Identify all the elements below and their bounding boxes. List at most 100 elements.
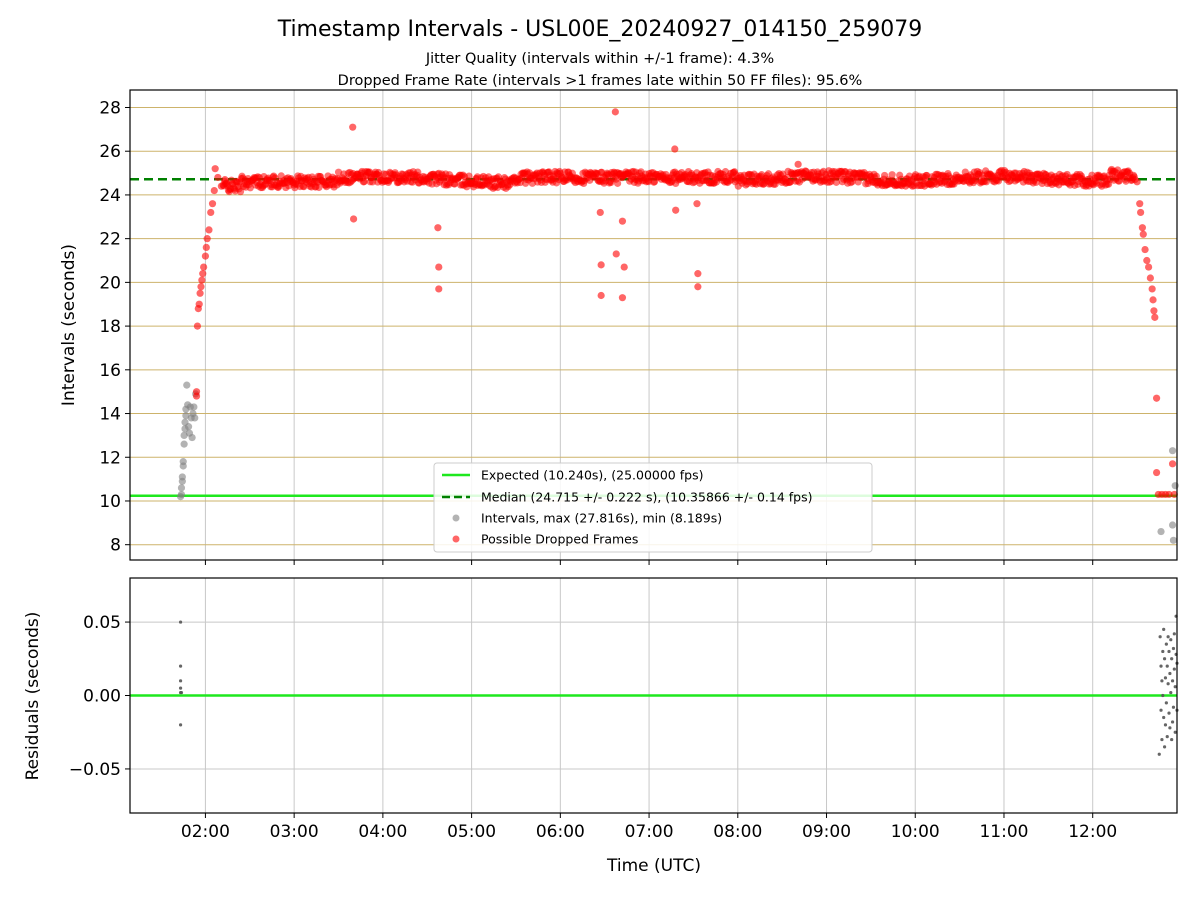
series-0-point-41 <box>1173 730 1177 734</box>
series-0-point-42 <box>1173 685 1177 689</box>
chart-subtitle-jitter: Jitter Quality (intervals within +/-1 fr… <box>425 51 774 67</box>
series-1-point-51 <box>1150 307 1158 315</box>
series-0-point-26 <box>1168 447 1177 455</box>
series-1-point-49 <box>1148 285 1156 293</box>
series-0-point-5 <box>178 723 183 727</box>
legend-swatch-dropped <box>452 535 460 543</box>
series-1-point-8 <box>199 270 207 278</box>
series-1-point-38 <box>694 283 702 291</box>
series-1-point-18 <box>214 173 222 182</box>
dense-interval-point-23 <box>236 188 245 196</box>
series-0-point-23 <box>1165 664 1169 668</box>
series-0-point-19 <box>1163 676 1168 680</box>
series-0-point-1 <box>178 664 183 668</box>
series-0-point-14 <box>1161 693 1165 698</box>
series-1-point-47 <box>1145 263 1153 271</box>
series-1-point-4 <box>195 300 203 308</box>
series-0-point-21 <box>190 403 198 411</box>
x-axis-label: Time (UTC) <box>606 856 701 876</box>
series-1-point-25 <box>435 285 443 293</box>
x-tick-label-0: 02:00 <box>181 822 230 842</box>
series-1-point-23 <box>434 224 442 232</box>
chart-title: Timestamp Intervals - USL00E_20240927_01… <box>277 17 923 42</box>
residuals-axes: −0.05 0.00 0.05 02:00 03:00 04:00 05:00 06:00 07… <box>69 577 1178 842</box>
series-0-point-0 <box>178 620 183 624</box>
series-0-point-2 <box>178 679 183 683</box>
series-0-point-26 <box>1166 682 1170 686</box>
series-0-point-24 <box>1165 735 1169 739</box>
series-0-point-25 <box>1168 521 1177 529</box>
y-tick-label-2: 12 <box>99 448 121 468</box>
series-0-point-15 <box>184 423 193 431</box>
series-1-point-27 <box>597 261 605 269</box>
legend-label-expected: Expected (10.240s), (25.00000 fps) <box>481 468 703 483</box>
series-1-point-37 <box>694 270 702 278</box>
series-1-point-52 <box>1151 313 1159 321</box>
series-1-point-36 <box>693 200 701 208</box>
y-tick-label-0: 8 <box>110 536 121 556</box>
y-tick-label-8: 24 <box>99 186 121 206</box>
series-1-point-44 <box>1139 230 1147 238</box>
series-1-point-31 <box>618 217 627 225</box>
series-1-point-13 <box>205 226 213 234</box>
series-0-point-15 <box>1162 627 1166 632</box>
series-1-point-14 <box>207 208 215 217</box>
y-tick-label-9: 26 <box>99 142 121 162</box>
x-tick-label-5: 07:00 <box>625 822 674 842</box>
series-1-point-21 <box>349 123 357 131</box>
dense-interval-point-127 <box>315 183 323 192</box>
legend-label-median: Median (24.715 +/- 0.222 s), (10.35866 +… <box>481 490 812 505</box>
y-tick-label-6: 20 <box>99 273 121 293</box>
series-0-point-10 <box>1159 708 1163 712</box>
series-1-point-54 <box>1152 468 1161 477</box>
series-0-point-6 <box>179 458 187 466</box>
series-1-point-2 <box>193 322 202 330</box>
legend-label-intervals: Intervals, max (27.816s), min (8.189s) <box>481 511 722 526</box>
series-0-point-13 <box>183 381 191 389</box>
legend: Expected (10.240s), (25.00000 fps) Media… <box>433 462 873 553</box>
y-tick-label-7: 22 <box>99 230 121 250</box>
series-0-point-18 <box>1162 745 1167 749</box>
series-0-point-22 <box>1164 701 1168 705</box>
series-0-point-34 <box>1170 657 1174 661</box>
series-0-point-28 <box>1171 482 1179 490</box>
series-0-point-20 <box>1163 723 1168 727</box>
dense-interval-point-1012 <box>982 178 991 186</box>
x-tick-label-7: 09:00 <box>802 822 851 842</box>
series-1-point-60 <box>1170 490 1178 499</box>
series-0-point-4 <box>178 473 186 481</box>
series-0-point-3 <box>178 686 183 690</box>
y-tick-label-4: 16 <box>99 361 121 381</box>
series-1-point-53 <box>1152 394 1161 402</box>
series-1-point-59 <box>1168 460 1177 468</box>
intervals-dense-band <box>219 165 1139 196</box>
series-0-point-21 <box>1164 642 1168 646</box>
series-1-point-28 <box>597 291 605 300</box>
series-0-point-27 <box>1169 536 1178 544</box>
series-0-point-40 <box>1172 667 1176 671</box>
series-0-point-8 <box>1158 635 1162 639</box>
series-1-point-29 <box>611 108 619 116</box>
series-1-point-9 <box>200 263 208 271</box>
series-1-point-5 <box>196 289 204 297</box>
series-0-point-7 <box>180 440 188 448</box>
series-1-point-39 <box>794 160 802 168</box>
series-1-point-43 <box>1138 224 1146 232</box>
series-0-point-16 <box>1162 715 1166 720</box>
series-0-point-1 <box>177 490 186 499</box>
x-tick-label-8: 10:00 <box>891 822 940 842</box>
series-0-point-11 <box>1160 679 1164 683</box>
x-tick-label-1: 03:00 <box>270 822 319 842</box>
series-1-point-48 <box>1146 274 1154 282</box>
series-1-point-12 <box>203 235 211 243</box>
series-1-point-26 <box>596 208 604 217</box>
series-0-point-19 <box>188 433 196 442</box>
series-0-point-7 <box>1157 752 1161 756</box>
residuals-panel: −0.05 0.00 0.05 02:00 03:00 04:00 05:00 06:00 07… <box>23 577 1179 876</box>
series-0-point-32 <box>1169 690 1173 695</box>
series-1-point-11 <box>202 243 210 251</box>
series-0-point-12 <box>1160 737 1164 742</box>
series-0-point-27 <box>1167 711 1171 715</box>
dense-interval-point-1209 <box>1131 175 1139 184</box>
y-tick-label-3: 14 <box>99 405 121 425</box>
